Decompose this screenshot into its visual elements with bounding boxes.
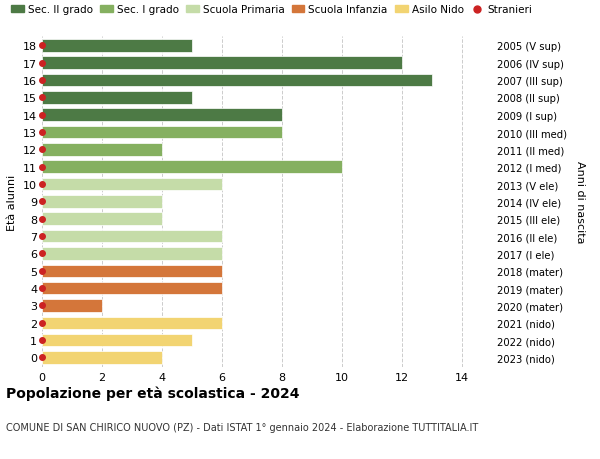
- Bar: [42, 300, 102, 312]
- Bar: [42, 40, 192, 52]
- Bar: [42, 92, 192, 104]
- Bar: [42, 179, 222, 191]
- Bar: [42, 248, 222, 260]
- Bar: [42, 213, 162, 225]
- Bar: [42, 334, 192, 347]
- Y-axis label: Anni di nascita: Anni di nascita: [575, 161, 585, 243]
- Bar: [42, 109, 282, 122]
- Bar: [42, 282, 222, 295]
- Bar: [42, 144, 162, 156]
- Bar: [42, 75, 432, 87]
- Bar: [42, 317, 222, 329]
- Text: COMUNE DI SAN CHIRICO NUOVO (PZ) - Dati ISTAT 1° gennaio 2024 - Elaborazione TUT: COMUNE DI SAN CHIRICO NUOVO (PZ) - Dati …: [6, 422, 478, 432]
- Bar: [42, 196, 162, 208]
- Bar: [42, 57, 402, 70]
- Bar: [42, 127, 282, 139]
- Bar: [42, 265, 222, 277]
- Legend: Sec. II grado, Sec. I grado, Scuola Primaria, Scuola Infanzia, Asilo Nido, Stran: Sec. II grado, Sec. I grado, Scuola Prim…: [11, 5, 533, 15]
- Bar: [42, 352, 162, 364]
- Y-axis label: Età alunni: Età alunni: [7, 174, 17, 230]
- Bar: [42, 161, 342, 174]
- Bar: [42, 230, 222, 243]
- Text: Popolazione per età scolastica - 2024: Popolazione per età scolastica - 2024: [6, 386, 299, 400]
